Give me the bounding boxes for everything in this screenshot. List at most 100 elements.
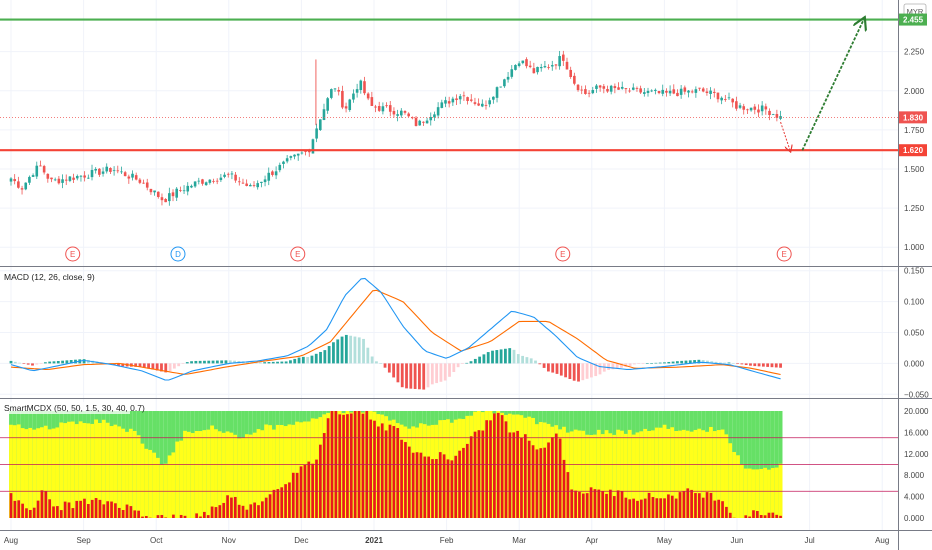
- event-marker[interactable]: D: [170, 246, 186, 262]
- macd-hist-bar: [306, 357, 310, 364]
- macd-hist-bar: [297, 357, 301, 364]
- mcdx-bar-hot: [233, 434, 238, 518]
- candle-body: [661, 89, 665, 94]
- macd-hist-bar: [534, 360, 537, 364]
- candle-body: [400, 110, 403, 116]
- last-price-badge-bg: [899, 111, 927, 124]
- mcdx-bar-banker: [25, 508, 28, 518]
- candle-body: [679, 88, 683, 95]
- macd-hist-bar: [258, 362, 262, 364]
- macd-hist-bar: [749, 363, 752, 366]
- mcdx-bar-hot: [608, 433, 613, 518]
- candle-body: [215, 180, 219, 182]
- candle-body: [536, 66, 539, 73]
- mcdx-bar-banker: [110, 501, 113, 518]
- macd-hist-bar: [207, 360, 211, 364]
- candle-body: [676, 92, 679, 97]
- mcdx-bar-banker: [701, 497, 705, 518]
- mcdx-bar-banker: [241, 505, 245, 518]
- candle-body: [237, 181, 241, 183]
- candle-body: [123, 172, 127, 177]
- macd-hist-bar: [731, 363, 735, 364]
- macd-hist-bar: [650, 363, 653, 364]
- candle-body: [226, 173, 230, 175]
- macd-hist-bar: [482, 354, 486, 364]
- candle-body: [64, 179, 68, 181]
- candle-body: [425, 120, 429, 124]
- mcdx-bar-banker: [380, 423, 384, 518]
- candle-body: [753, 106, 757, 110]
- macd-hist-bar: [332, 342, 335, 364]
- time-axis[interactable]: Aug Sep Oct Nov Dec 2021 Feb Mar Apr May Jun Jul Aug: [4, 536, 889, 545]
- mcdx-bar-banker: [458, 450, 461, 518]
- mcdx-bar-banker: [253, 502, 256, 518]
- macd-hist-bar: [22, 363, 26, 364]
- candle-body: [606, 88, 609, 92]
- mcdx-bar-hot: [767, 469, 771, 518]
- candle-body: [451, 98, 455, 103]
- macd-hist-bar: [409, 363, 413, 389]
- mcdx-bar-banker: [558, 438, 562, 518]
- mcdx-bar-banker: [199, 516, 202, 518]
- candle-body: [278, 164, 282, 171]
- macd-hist-bar: [637, 363, 641, 364]
- macd-hist-bar: [469, 361, 473, 364]
- mcdx-bar-hot: [268, 425, 273, 518]
- mcdx-bar-banker: [663, 498, 666, 518]
- candle-body: [164, 198, 167, 203]
- mcdx-bar-hot: [101, 419, 106, 518]
- macd-hist-bar: [418, 363, 421, 390]
- macd-hist-bar: [147, 363, 150, 369]
- mcdx-bar-banker: [377, 426, 380, 518]
- mcdx-bar-hot: [600, 434, 605, 518]
- macd-hist-bar: [164, 363, 168, 373]
- candle-body: [694, 89, 698, 93]
- mcdx-bar-hot: [728, 443, 733, 518]
- event-marker[interactable]: E: [290, 246, 306, 262]
- mcdx-bar-banker: [442, 454, 446, 518]
- candle-body: [98, 168, 101, 175]
- macd-pane[interactable]: MACD (12, 26, close, 9): [4, 272, 782, 390]
- candle-body: [223, 174, 226, 177]
- candle-body: [42, 166, 46, 173]
- macd-hist-bar: [589, 363, 593, 378]
- price-badges: 2.455 1.830 1.620: [899, 13, 927, 157]
- mcdx-bar-hot: [573, 429, 578, 518]
- candle-body: [422, 121, 425, 123]
- candle-body: [201, 179, 204, 184]
- resistance-badge-text: 2.455: [903, 16, 924, 25]
- candle-body: [768, 110, 771, 116]
- macd-hist-bar: [607, 363, 610, 370]
- price-axis[interactable]: MYR 2.250 2.000 1.750 1.500 1.250 1.000 0.150…: [899, 3, 929, 523]
- mcdx-tick-label: 8.000: [904, 471, 925, 480]
- event-marker[interactable]: E: [555, 246, 571, 262]
- candle-body: [657, 90, 661, 94]
- candle-body: [190, 185, 193, 188]
- macd-hist-bar: [69, 360, 73, 364]
- candle-body: [344, 106, 348, 109]
- mcdx-bar-hot: [593, 434, 597, 518]
- mcdx-level-lines: [0, 437, 898, 492]
- event-marker[interactable]: E: [65, 246, 81, 262]
- time-tick-label: Jul: [804, 536, 814, 545]
- mcdx-bar-banker: [322, 433, 326, 518]
- mcdx-bar-banker: [759, 515, 763, 518]
- mcdx-pane[interactable]: SmartMCDX (50, 50, 1.5, 30, 40, 0.7): [0, 402, 898, 518]
- mcdx-bar-hot: [144, 448, 149, 518]
- mcdx-bar-banker: [639, 499, 643, 518]
- mcdx-bar-hot: [82, 423, 87, 518]
- candle-body: [179, 190, 182, 191]
- mcdx-bar-banker: [71, 508, 75, 518]
- mcdx-bar-banker: [79, 500, 82, 518]
- candle-body: [690, 91, 694, 93]
- event-marker[interactable]: E: [776, 246, 792, 262]
- candle-body: [366, 93, 370, 99]
- mcdx-bar-hot: [685, 430, 690, 518]
- macd-hist-bar: [211, 360, 215, 364]
- candle-body: [87, 177, 90, 179]
- mcdx-bar-banker: [415, 452, 419, 518]
- candle-body: [39, 165, 42, 167]
